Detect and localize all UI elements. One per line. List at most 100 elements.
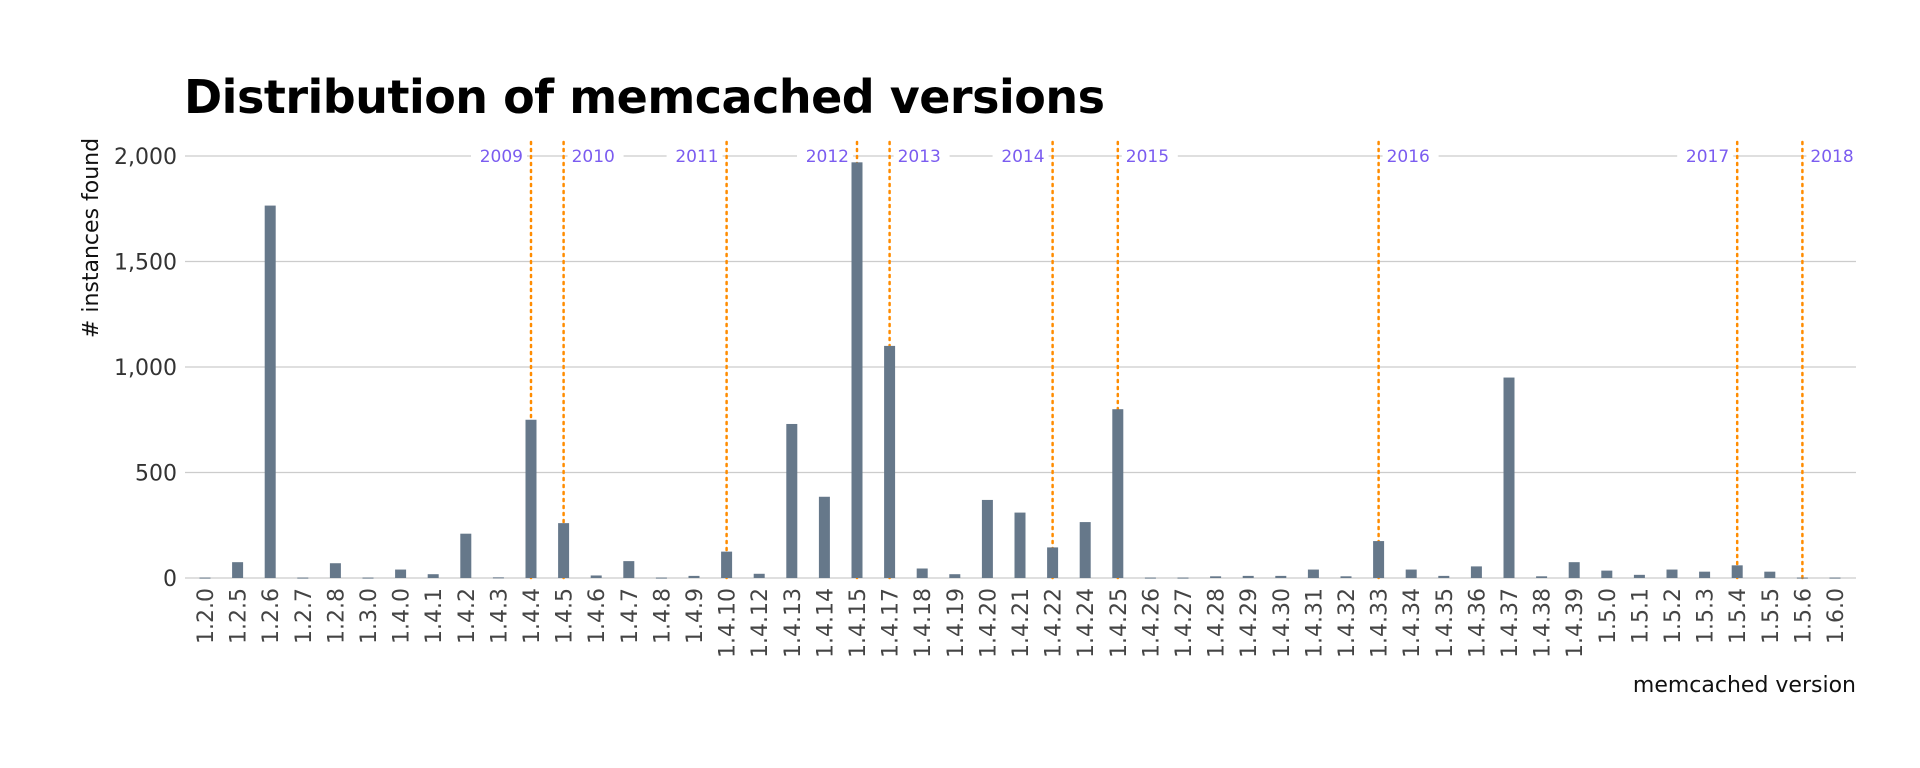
bar — [916, 568, 928, 578]
bar — [264, 205, 276, 578]
year-label: 2010 — [572, 147, 615, 167]
bar — [1177, 577, 1189, 579]
x-tick-label: 1.4.6 — [585, 588, 610, 644]
year-label-background — [1677, 145, 1734, 167]
x-tick-label: 1.4.32 — [1335, 588, 1360, 658]
bar — [1699, 571, 1711, 578]
x-tick-label: 1.4.33 — [1368, 588, 1393, 658]
y-tick-label: 500 — [135, 462, 177, 487]
x-tick-labels: 1.2.0 1.2.5 1.2.6 1.2.7 1.2.8 1.3.0 1.4.0 1.4.1… — [194, 588, 1849, 658]
x-tick-label: 1.4.5 — [553, 588, 578, 644]
x-tick-label: 1.2.5 — [227, 588, 252, 644]
chart-title: Distribution of memcached versions — [184, 70, 1105, 124]
x-tick-label: 1.2.7 — [292, 588, 317, 644]
x-tick-label: 1.4.0 — [390, 588, 415, 644]
x-tick-label: 1.4.31 — [1302, 588, 1327, 658]
bar — [753, 573, 765, 578]
bar — [818, 496, 830, 578]
bar — [1829, 577, 1841, 579]
x-axis-label: memcached version — [1633, 673, 1856, 698]
x-tick-label: 1.4.1 — [422, 588, 447, 644]
x-tick-label: 1.5.0 — [1596, 588, 1621, 644]
x-tick-label: 1.3.0 — [357, 588, 382, 644]
bar — [1144, 577, 1156, 579]
x-tick-label: 1.4.35 — [1433, 588, 1458, 658]
y-tick-label: 1,000 — [114, 356, 177, 381]
bar — [688, 575, 700, 578]
bar — [1633, 574, 1645, 578]
x-tick-label: 1.4.24 — [1074, 588, 1099, 658]
y-tick-label: 0 — [163, 567, 177, 592]
x-tick-label: 1.5.4 — [1726, 588, 1751, 644]
bar — [981, 499, 993, 578]
x-tick-label: 1.5.3 — [1694, 588, 1719, 644]
bars — [199, 162, 1841, 579]
bar — [1112, 409, 1124, 578]
bar — [1210, 576, 1222, 578]
x-tick-label: 1.4.4 — [520, 588, 545, 644]
x-tick-label: 1.4.7 — [618, 588, 643, 644]
y-tick-label: 2,000 — [114, 145, 177, 170]
bar — [329, 563, 341, 578]
year-label: 2011 — [675, 147, 718, 167]
x-tick-label: 1.6.0 — [1824, 588, 1849, 644]
x-tick-label: 1.4.9 — [683, 588, 708, 644]
bar — [492, 577, 504, 579]
bar — [1503, 377, 1515, 578]
x-tick-label: 1.4.13 — [781, 588, 806, 658]
x-tick-label: 1.4.10 — [716, 588, 741, 658]
x-tick-label: 1.5.1 — [1628, 588, 1653, 644]
bar — [1307, 569, 1319, 578]
x-tick-label: 1.2.6 — [259, 588, 284, 644]
year-label-background — [1121, 145, 1178, 167]
x-tick-label: 1.4.26 — [1139, 588, 1164, 658]
year-label-background — [567, 145, 624, 167]
bar — [1405, 569, 1417, 578]
y-tick-labels: 0 500 1,000 1,500 2,000 — [114, 145, 177, 592]
x-tick-label: 1.4.34 — [1400, 588, 1425, 658]
bar — [1601, 570, 1613, 578]
year-label-background — [992, 145, 1049, 167]
bar — [884, 345, 896, 578]
year-label-background — [471, 145, 527, 167]
x-tick-label: 1.4.29 — [1237, 588, 1262, 658]
x-tick-label: 1.2.8 — [324, 588, 349, 644]
bar — [558, 523, 570, 578]
bar — [623, 561, 635, 578]
year-annotations: 2009 2010 2011 2012 2013 2014 2015 2016 2017 2018 — [471, 140, 1863, 580]
year-label-background — [1806, 145, 1863, 167]
bar — [1340, 576, 1352, 578]
bar — [1796, 577, 1808, 579]
bar — [395, 569, 407, 578]
x-tick-label: 1.4.3 — [487, 588, 512, 644]
x-tick-label: 1.4.22 — [1042, 588, 1067, 658]
x-tick-label: 1.4.18 — [911, 588, 936, 658]
year-label-background — [893, 145, 950, 167]
year-label: 2017 — [1686, 147, 1729, 167]
bar — [1275, 575, 1287, 578]
bar — [460, 533, 472, 578]
x-tick-label: 1.4.37 — [1498, 588, 1523, 658]
year-label: 2013 — [898, 147, 941, 167]
bar — [1568, 562, 1580, 578]
x-tick-label: 1.5.2 — [1661, 588, 1686, 644]
x-tick-label: 1.4.17 — [879, 588, 904, 658]
x-tick-label: 1.5.6 — [1791, 588, 1816, 644]
bar — [949, 574, 961, 578]
year-label-background — [1382, 145, 1439, 167]
bar — [1731, 565, 1743, 578]
x-tick-label: 1.4.20 — [976, 588, 1001, 658]
year-label-background — [797, 145, 853, 167]
bar — [786, 423, 798, 578]
x-tick-label: 1.2.0 — [194, 588, 219, 644]
x-tick-label: 1.4.30 — [1270, 588, 1295, 658]
bar — [1438, 575, 1450, 578]
x-tick-label: 1.4.21 — [1009, 588, 1034, 658]
x-tick-label: 1.4.28 — [1205, 588, 1230, 658]
bar — [1047, 547, 1059, 578]
x-tick-label: 1.4.14 — [813, 588, 838, 658]
bar — [232, 562, 244, 578]
year-label-background — [666, 145, 723, 167]
year-label: 2009 — [480, 147, 523, 167]
